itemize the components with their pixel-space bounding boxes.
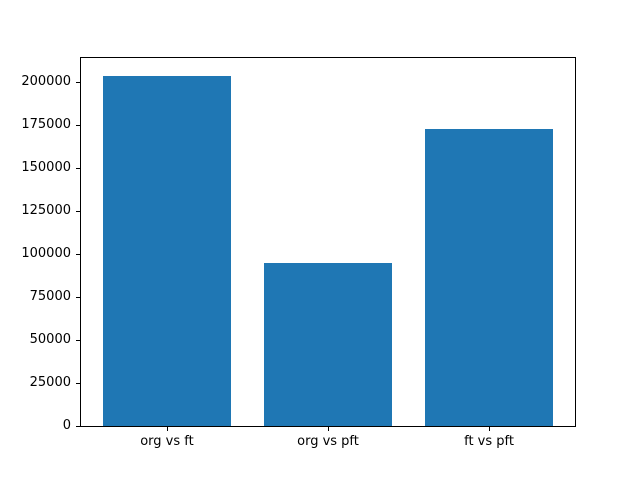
y-tick-mark	[76, 426, 80, 427]
y-tick-mark	[76, 383, 80, 385]
y-tick-label: 25000	[29, 375, 71, 391]
y-tick-mark	[76, 254, 80, 256]
x-tick-mark	[328, 427, 329, 431]
y-tick-mark	[76, 211, 80, 213]
y-tick-mark	[76, 168, 80, 170]
y-tick-label: 150000	[21, 160, 71, 176]
bar-org-vs-pft	[263, 262, 393, 426]
y-tick-mark	[76, 82, 80, 84]
y-tick-label: 0	[62, 418, 71, 433]
bar-ft-vs-pft	[424, 128, 554, 426]
y-tick-label: 200000	[21, 74, 71, 90]
y-tick-label: 75000	[29, 289, 71, 305]
x-tick-mark	[166, 427, 168, 431]
y-tick-mark	[76, 125, 80, 127]
bar-org-vs-ft	[102, 75, 232, 426]
x-tick-mark	[489, 427, 491, 431]
y-tick-mark	[76, 340, 80, 342]
x-tick-label: org vs pft	[297, 434, 359, 449]
y-tick-mark	[76, 297, 80, 299]
y-tick-label: 125000	[21, 203, 71, 219]
y-tick-label: 100000	[21, 246, 71, 262]
x-tick-label: ft vs pft	[464, 434, 514, 449]
y-tick-label: 50000	[29, 332, 71, 348]
x-tick-label: org vs ft	[140, 434, 194, 449]
y-tick-label: 175000	[21, 117, 71, 133]
